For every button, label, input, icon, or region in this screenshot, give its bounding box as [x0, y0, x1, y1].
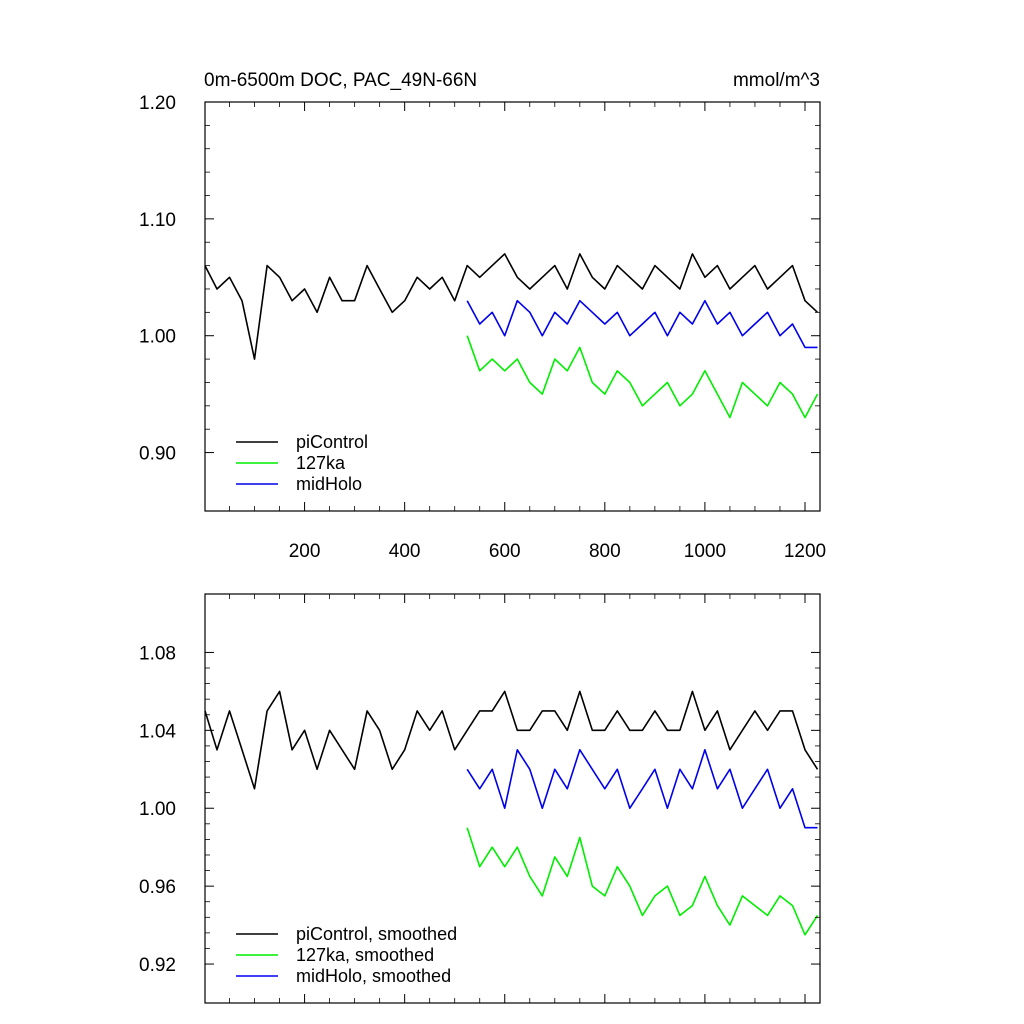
plot-frame — [204, 593, 821, 1004]
series-line-2 — [466, 748, 818, 829]
series-group — [204, 253, 819, 419]
panel-top: 0m-6500m DOC, PAC_49N-66N mmol/m^3 200 40… — [139, 70, 826, 562]
legend-label: 127ka, smoothed — [296, 945, 434, 965]
legend-label: midHolo — [296, 474, 362, 494]
x-tick-label: 1200 — [784, 541, 826, 562]
axes: 0.92 0.96 1.00 1.04 1.08 — [139, 594, 820, 1003]
panel-bottom: 0.92 0.96 1.00 1.04 1.08 piControl, smoothed… — [139, 593, 821, 1004]
series-line-0 — [204, 690, 819, 790]
series-line-1 — [466, 827, 819, 936]
legend-label: midHolo, smoothed — [296, 966, 451, 986]
panel-title: 0m-6500m DOC, PAC_49N-66N — [204, 70, 477, 91]
y-tick-label: 0.90 — [139, 444, 176, 465]
y-tick-label: 1.10 — [139, 210, 176, 231]
y-tick-label: 0.92 — [139, 955, 176, 976]
series-line-2 — [466, 299, 818, 349]
x-tick-label: 600 — [489, 541, 521, 562]
y-tick-label: 1.08 — [139, 643, 176, 664]
x-tick-label: 1000 — [684, 541, 726, 562]
y-tick-label: 1.04 — [139, 721, 176, 742]
units-label: mmol/m^3 — [733, 70, 820, 91]
axes: 200 400 600 800 1000 1200 0.90 1.00 1.10 1.20 — [139, 93, 826, 562]
legend-label: piControl, smoothed — [296, 924, 457, 944]
x-tick-label: 800 — [589, 541, 621, 562]
x-tick-label: 400 — [389, 541, 421, 562]
y-tick-label: 0.96 — [139, 877, 176, 898]
y-tick-label: 1.00 — [139, 327, 176, 348]
plot-frame — [204, 101, 821, 512]
x-tick-label: 200 — [289, 541, 321, 562]
series-line-0 — [204, 253, 819, 360]
legend-label: 127ka — [296, 453, 346, 473]
series-line-1 — [466, 335, 819, 419]
series-group — [204, 690, 819, 936]
legend-label: piControl — [296, 432, 368, 452]
y-tick-label: 1.20 — [139, 93, 176, 114]
y-tick-label: 1.00 — [139, 799, 176, 820]
